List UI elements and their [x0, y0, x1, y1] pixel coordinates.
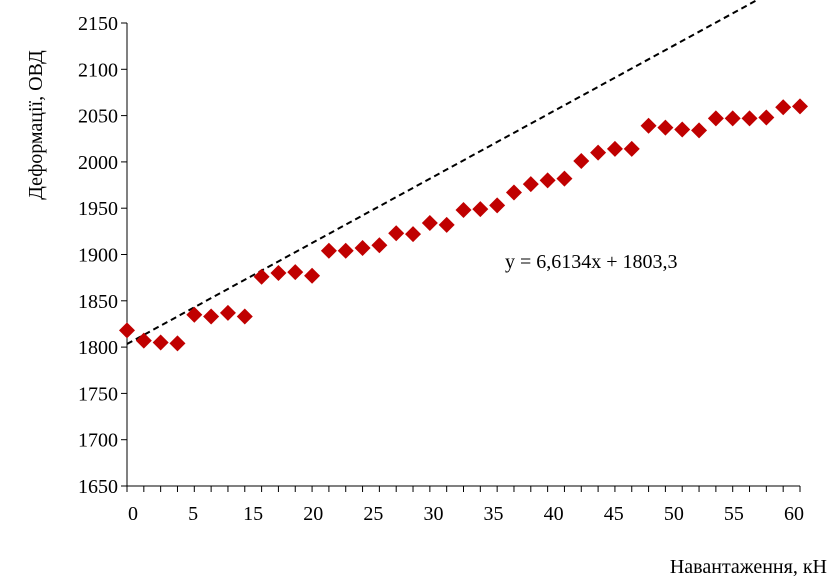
data-point [792, 98, 808, 115]
data-point [304, 267, 321, 284]
data-point [169, 335, 186, 352]
y-tick-label: 1850 [78, 291, 118, 313]
data-point [775, 99, 792, 116]
data-point [691, 122, 708, 139]
x-tick-label: 30 [423, 503, 443, 525]
data-point [337, 242, 354, 259]
x-tick-label: 0 [128, 503, 138, 525]
data-point [152, 334, 169, 351]
data-point [606, 140, 623, 157]
x-tick-label: 20 [303, 503, 323, 525]
x-axis: 0 5 15 20 25 30 35 40 45 50 55 60 [126, 485, 804, 525]
trendline-equation: y = 6,6134x + 1803,3 [505, 251, 678, 273]
data-point [522, 176, 539, 193]
data-point [186, 306, 203, 323]
data-point [724, 110, 741, 127]
data-point [119, 322, 135, 339]
x-tick-label: 50 [664, 503, 684, 525]
data-point [203, 308, 220, 325]
x-tick-label: 15 [243, 503, 263, 525]
data-point [573, 152, 590, 169]
data-point [371, 237, 388, 254]
data-point [489, 197, 506, 214]
x-tick-label: 45 [604, 503, 624, 525]
data-point [253, 268, 270, 285]
x-tick-label: 60 [784, 503, 804, 525]
data-point [590, 144, 607, 161]
x-tick-label: 55 [724, 503, 744, 525]
y-tick-label: 2000 [78, 152, 118, 174]
data-point [455, 202, 472, 219]
y-axis-title: Деформації, ОВД [25, 50, 47, 200]
y-tick-label: 2050 [78, 106, 118, 128]
data-point [270, 265, 287, 282]
data-point [472, 201, 489, 218]
data-point [623, 140, 640, 157]
data-point [758, 109, 775, 126]
data-point [505, 184, 522, 201]
y-tick-label: 1900 [78, 245, 118, 267]
data-points [119, 98, 808, 352]
data-point [405, 226, 422, 243]
data-point [135, 332, 152, 349]
data-point [741, 110, 758, 127]
x-tick-label: 35 [484, 503, 504, 525]
data-point [388, 225, 405, 242]
data-point [640, 117, 657, 134]
y-tick-label: 1950 [78, 198, 118, 220]
trendline-line [126, 0, 760, 345]
x-tick-label: 40 [544, 503, 564, 525]
data-point [674, 121, 691, 138]
data-point [236, 308, 253, 325]
data-point [539, 172, 556, 189]
x-axis-title: Навантаження, кН [670, 556, 827, 578]
data-point [354, 240, 371, 257]
data-point [219, 304, 236, 321]
data-point [287, 264, 304, 281]
x-tick-label: 25 [363, 503, 383, 525]
y-tick-label: 1800 [78, 337, 118, 359]
data-point [657, 119, 674, 136]
data-point [438, 216, 455, 233]
x-tick-label: 5 [188, 503, 198, 525]
y-axis: 1650 1700 1750 1800 1850 1900 1950 2000 2050 2100… [78, 13, 128, 498]
trendline [126, 0, 760, 345]
y-tick-label: 2100 [78, 59, 118, 81]
y-tick-label: 1700 [78, 430, 118, 452]
y-tick-label: 2150 [78, 13, 118, 35]
y-tick-label: 1650 [78, 476, 118, 498]
data-point [556, 170, 573, 187]
data-point [421, 215, 438, 232]
data-point [320, 242, 337, 259]
data-point [707, 110, 724, 127]
y-tick-label: 1750 [78, 383, 118, 405]
